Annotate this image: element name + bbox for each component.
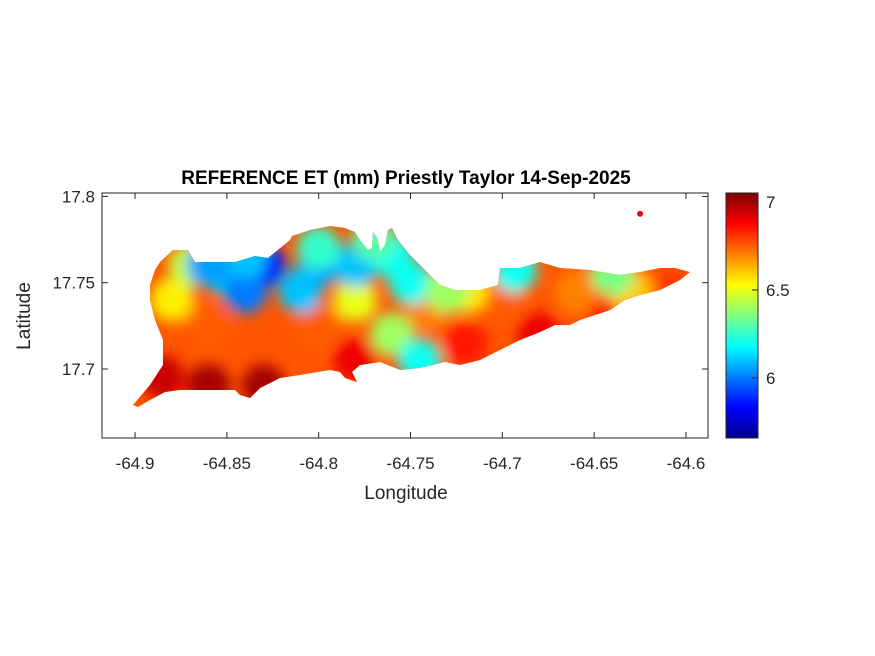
colorbar-tick-label: 6.5 [766,281,790,300]
x-tick-label: -64.65 [570,454,618,473]
colorbar [725,192,759,439]
field-sample-14 [149,277,194,322]
y-axis-label: Latitude [14,282,35,350]
x-tick-label: -64.75 [386,454,434,473]
colorbar-tick-label: 6 [766,369,775,388]
x-tick-label: -64.6 [667,454,706,473]
x-tick-label: -64.7 [483,454,522,473]
field-sample-22 [278,269,323,314]
field-sample-23 [223,269,268,314]
y-tick-label: 17.8 [62,187,95,206]
colorbar-tick-label: 7 [766,193,775,212]
field-sample-16 [333,277,378,322]
y-tick-label: 17.75 [52,274,95,293]
field-sample-32 [370,312,415,357]
islet [637,210,644,217]
field-sample-4 [443,321,488,366]
field-sample-13 [553,269,598,314]
y-tick-label: 17.7 [62,360,95,379]
field-sample-9 [186,303,231,348]
chart-title: REFERENCE ET (mm) Priestly Taylor 14-Sep… [181,168,631,189]
x-tick-label: -64.8 [299,454,338,473]
axes-box [101,192,709,439]
field-sample-30 [388,260,433,305]
x-tick-label: -64.85 [203,454,251,473]
x-tick-label: -64.9 [116,454,155,473]
x-axis-label: Longitude [364,483,447,504]
field-sample-10 [296,303,341,348]
field-sample-27 [296,226,341,271]
